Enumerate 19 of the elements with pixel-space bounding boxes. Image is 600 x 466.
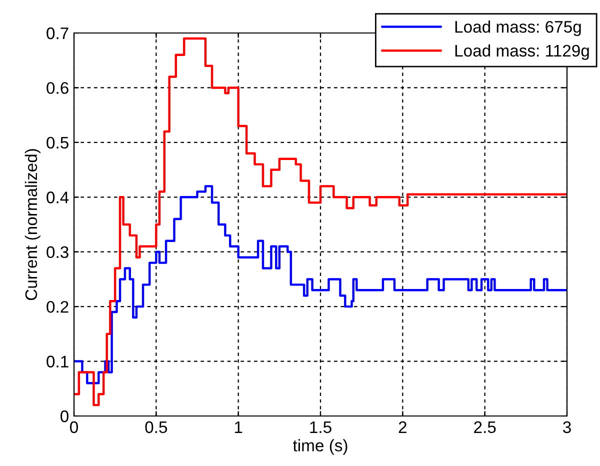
y-axis-title: Current (normalized) [24,149,40,300]
y-tick-label: 0.3 [46,246,68,258]
y-tick-label: 0.7 [46,27,68,40]
x-tick-label: 2 [398,421,406,433]
x-tick-label: 0 [70,421,78,434]
y-tick-label: 0.1 [46,356,68,368]
y-tick-label: 0.4 [46,192,69,204]
y-tick-label: 0.5 [46,136,68,149]
y-tick-label: 0 [60,410,68,422]
x-tick-label: 2.5 [474,421,496,434]
x-tick-label: 1.5 [310,421,332,434]
x-axis-title: time (s) [292,439,348,455]
x-tick-label: 3 [563,421,571,434]
y-tick-label: 0.6 [46,82,68,94]
legend-label: Load mass: 1129g [455,44,589,60]
x-tick-label: 1 [234,421,242,433]
legend-label: Load mass: 675g [455,20,581,36]
x-tick-label: 0.5 [145,421,168,434]
y-tick-label: 0.2 [46,300,68,313]
